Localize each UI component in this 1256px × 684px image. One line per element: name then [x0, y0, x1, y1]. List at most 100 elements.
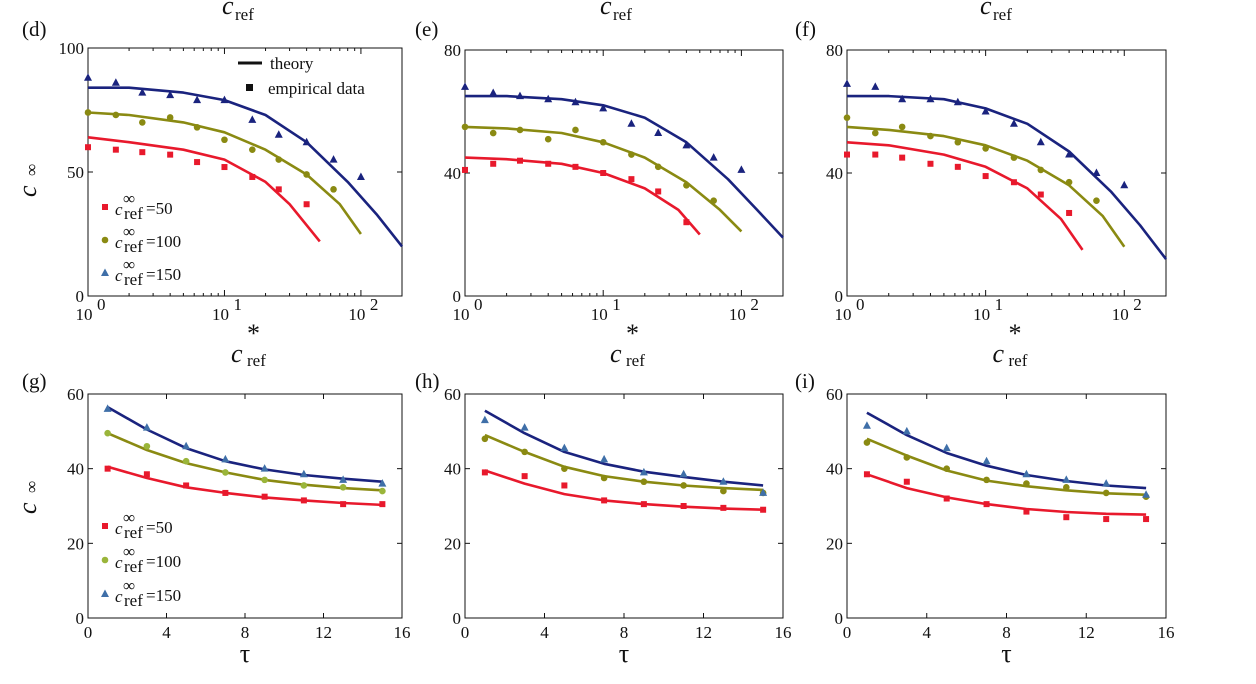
legend-marker	[101, 589, 109, 597]
data-point	[720, 487, 727, 495]
legend-empirical-label: empirical data	[268, 79, 365, 98]
data-point	[927, 132, 934, 140]
x-tick-label: 10	[453, 305, 470, 324]
y-tick-label: 0	[76, 287, 85, 306]
legend-marker	[101, 268, 109, 276]
data-point	[898, 123, 906, 131]
chart-panel-g: (g) 0 20 40 60 0 4 8 12 16 τ	[22, 369, 411, 668]
data-point	[654, 163, 662, 171]
x-tick-label: 10	[729, 305, 746, 324]
series-1	[104, 429, 386, 495]
series-1	[84, 109, 362, 235]
data-point	[1037, 191, 1044, 198]
legend-sub: ref	[124, 270, 143, 289]
data-point	[600, 474, 608, 482]
series-0	[481, 469, 767, 513]
y-tick-label: 0	[835, 609, 844, 628]
data-point	[560, 443, 569, 452]
data-point	[927, 160, 934, 167]
series-2	[461, 82, 784, 239]
data-point	[545, 160, 552, 167]
data-point	[572, 126, 579, 134]
theory-line	[464, 125, 743, 233]
y-tick-label: 80	[826, 41, 843, 60]
theory-line	[866, 473, 1147, 516]
legend-c: c	[115, 200, 123, 219]
svg-text:c: c	[13, 502, 42, 514]
data-point	[1009, 119, 1018, 127]
data-point	[1037, 166, 1045, 174]
svg-text:ref: ref	[626, 351, 645, 370]
svg-text:ref: ref	[613, 5, 632, 24]
legend-sup: ∞	[123, 222, 135, 241]
data-point	[1142, 490, 1151, 498]
svg-text:c: c	[993, 339, 1005, 368]
x-axis-label: c* ref	[231, 319, 266, 370]
data-point	[943, 495, 950, 502]
data-point	[379, 487, 386, 495]
legend-sub: ref	[124, 591, 143, 610]
legend-label: =150	[146, 265, 181, 284]
data-point	[340, 501, 347, 508]
y-tick-label: 20	[826, 534, 843, 553]
legend-empirical-marker	[246, 84, 253, 91]
data-point	[103, 404, 112, 412]
data-point	[902, 426, 911, 435]
data-point	[85, 144, 91, 151]
legend-sub: ref	[124, 237, 143, 256]
panel-label: (i)	[795, 369, 815, 393]
data-point	[260, 464, 269, 472]
data-point	[600, 170, 607, 176]
legend-sup: ∞	[123, 542, 135, 561]
data-point	[1063, 514, 1070, 521]
data-point	[943, 465, 950, 472]
data-point	[521, 473, 528, 480]
data-point	[720, 504, 727, 511]
y-tick-label: 40	[67, 460, 84, 479]
data-point	[1143, 516, 1150, 523]
x-tick-exponent: 1	[233, 295, 242, 314]
panel-label: (g)	[22, 369, 47, 393]
data-point	[709, 153, 718, 161]
data-point	[143, 471, 150, 478]
svg-text:*: *	[247, 319, 260, 348]
legend-marker	[101, 236, 109, 244]
theory-line	[107, 465, 383, 507]
x-tick-label: 8	[241, 623, 250, 642]
y-axis-label-bottom: c ∞	[13, 481, 42, 514]
svg-text:∞: ∞	[22, 164, 41, 176]
data-point	[275, 156, 283, 163]
data-point	[719, 477, 728, 485]
x-tick-exponent: 0	[856, 295, 865, 314]
x-tick-label: 12	[695, 623, 712, 642]
data-point	[248, 115, 257, 123]
data-point	[480, 415, 489, 424]
data-point	[654, 128, 663, 137]
series-1	[481, 433, 767, 497]
theory-line	[846, 125, 1126, 248]
data-point	[863, 439, 871, 446]
data-point	[222, 489, 229, 496]
legend-sup: ∞	[123, 255, 135, 274]
data-point	[844, 151, 850, 158]
data-point	[903, 454, 911, 461]
data-point	[194, 159, 201, 166]
svg-text:*: *	[1009, 319, 1022, 348]
x-tick-label: 0	[461, 623, 470, 642]
data-point	[871, 129, 879, 137]
y-tick-label: 40	[444, 460, 461, 479]
panels: (d)050100100101102c*ref(e)04080100101102…	[22, 17, 1175, 668]
data-point	[760, 506, 767, 513]
data-point	[639, 467, 648, 476]
legend-sup: ∞	[123, 508, 135, 527]
x-tick-label: 8	[620, 623, 629, 642]
y-tick-label: 0	[453, 609, 462, 628]
legend-c: c	[115, 587, 123, 606]
data-point	[339, 484, 347, 491]
data-point	[843, 79, 851, 87]
theory-line	[866, 437, 1147, 497]
x-tick-label: 10	[591, 305, 608, 324]
data-point	[982, 456, 991, 465]
theory-line	[484, 469, 764, 511]
